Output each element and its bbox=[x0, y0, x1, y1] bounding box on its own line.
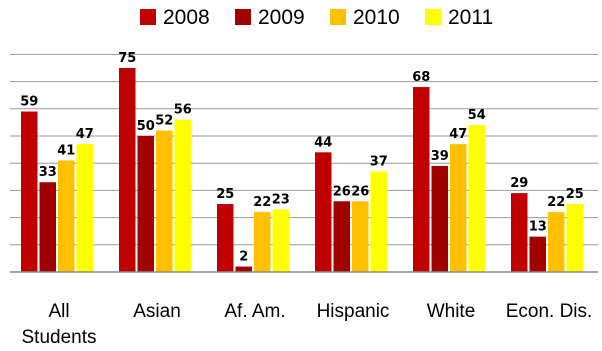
legend-label: 2008 bbox=[163, 6, 210, 29]
data-label: 23 bbox=[272, 192, 290, 207]
category-label: Af. Am. bbox=[224, 301, 285, 322]
legend-item: 2011 bbox=[425, 6, 493, 29]
data-label: 13 bbox=[529, 220, 547, 235]
data-label: 37 bbox=[370, 154, 388, 169]
bars bbox=[21, 68, 583, 273]
bar-2011 bbox=[76, 144, 93, 272]
data-label: 56 bbox=[174, 103, 192, 118]
category-label: Econ. Dis. bbox=[506, 301, 593, 322]
data-label: 39 bbox=[431, 149, 449, 164]
category-labels: All Students Asian Af. Am. Hispanic White Econ… bbox=[22, 301, 593, 348]
legend-swatch bbox=[330, 9, 346, 25]
bar-2011 bbox=[566, 204, 583, 272]
category-label: White bbox=[427, 301, 476, 322]
data-label: 33 bbox=[39, 165, 57, 180]
data-label: 22 bbox=[253, 195, 271, 210]
legend-swatch bbox=[425, 9, 441, 25]
bar-2008 bbox=[511, 193, 528, 272]
legend-item: 2009 bbox=[235, 6, 305, 29]
bar-2008 bbox=[315, 152, 332, 272]
data-label: 26 bbox=[351, 184, 369, 199]
bar-2010 bbox=[58, 160, 75, 272]
legend-item: 2008 bbox=[140, 6, 210, 29]
data-label: 25 bbox=[216, 187, 234, 202]
category-label: Asian bbox=[133, 301, 181, 322]
data-label: 52 bbox=[155, 114, 173, 129]
data-label: 25 bbox=[566, 187, 584, 202]
bar-2009 bbox=[39, 182, 56, 272]
legend-label: 2010 bbox=[353, 6, 400, 29]
category-label: Hispanic bbox=[317, 301, 390, 322]
data-label: 2 bbox=[239, 250, 248, 265]
data-label: 47 bbox=[76, 127, 94, 142]
data-label: 59 bbox=[20, 95, 38, 110]
data-label: 50 bbox=[137, 119, 155, 134]
bar-2010 bbox=[352, 201, 369, 272]
bar-2008 bbox=[119, 68, 136, 272]
bar-2009 bbox=[431, 165, 448, 272]
data-label: 41 bbox=[57, 143, 75, 158]
bar-2009 bbox=[235, 266, 252, 272]
gridlines bbox=[10, 53, 598, 246]
data-label: 75 bbox=[118, 51, 136, 66]
bar-2011 bbox=[174, 119, 191, 273]
legend-label: 2011 bbox=[448, 6, 493, 29]
bar-2010 bbox=[156, 130, 173, 272]
data-label: 47 bbox=[449, 127, 467, 142]
category-label: All Students bbox=[22, 301, 97, 348]
bar-2010 bbox=[548, 212, 565, 272]
legend-item: 2010 bbox=[330, 6, 400, 29]
bar-2009 bbox=[333, 201, 350, 272]
legend: 2008 2009 2010 2011 bbox=[140, 6, 493, 29]
legend-swatch bbox=[235, 9, 251, 25]
data-label: 44 bbox=[314, 135, 332, 150]
bar-2010 bbox=[450, 144, 467, 272]
bar-2009 bbox=[529, 236, 546, 272]
bar-2011 bbox=[272, 209, 289, 272]
data-label: 68 bbox=[412, 70, 430, 85]
data-label: 22 bbox=[547, 195, 565, 210]
data-label: 26 bbox=[333, 184, 351, 199]
bar-2009 bbox=[137, 136, 154, 272]
bar-2010 bbox=[254, 212, 271, 272]
legend-label: 2009 bbox=[258, 6, 305, 29]
data-label: 29 bbox=[510, 176, 528, 191]
bar-2011 bbox=[370, 171, 387, 272]
bar-2011 bbox=[468, 125, 485, 273]
bar-2008 bbox=[21, 111, 38, 273]
bar-2008 bbox=[413, 87, 430, 272]
bar-2008 bbox=[217, 204, 234, 272]
data-label: 54 bbox=[468, 108, 486, 123]
legend-swatch bbox=[140, 9, 156, 25]
